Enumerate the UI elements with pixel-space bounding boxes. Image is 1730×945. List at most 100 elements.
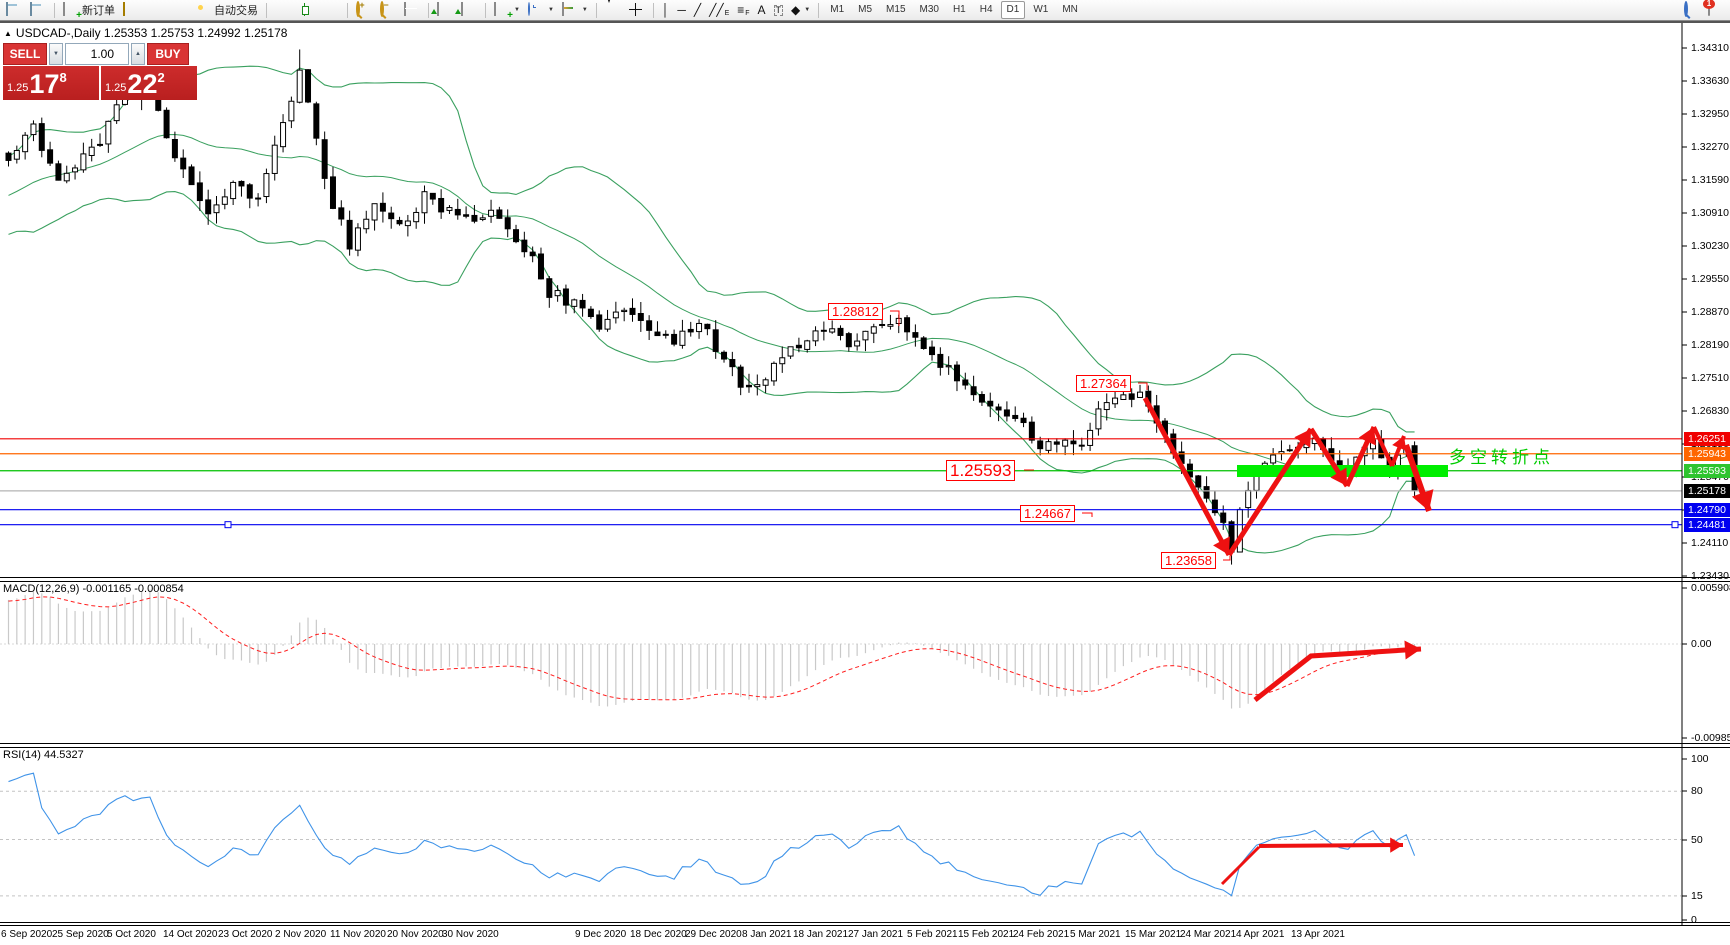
arrow-head — [1213, 536, 1230, 555]
main-trend-arrow[interactable] — [1372, 426, 1394, 467]
macd-tick: 0.00 — [1691, 638, 1712, 650]
bollinger-bands — [8, 65, 1415, 554]
channel-tool-button[interactable]: ╱╱ E — [709, 3, 730, 17]
chart-price-label[interactable]: 1.27364 — [1076, 375, 1131, 392]
sell-price-display[interactable]: 1.25 17 8 — [3, 66, 99, 100]
toolbar-separator — [347, 2, 348, 18]
line-chart-button[interactable] — [320, 1, 342, 19]
price-tick: 1.30910 — [1691, 207, 1729, 219]
templates-button[interactable]: ▼ — [559, 1, 591, 19]
shapes-tool-button[interactable]: ◆ ▼ — [788, 1, 813, 19]
toolbar-separator — [485, 2, 486, 18]
price-tick: 1.33630 — [1691, 75, 1729, 87]
horizontal-lines[interactable] — [0, 438, 1682, 529]
main-trend-arrow[interactable] — [1226, 427, 1314, 557]
arrow-head — [1404, 640, 1421, 660]
fibonacci-tool-button[interactable]: ≡ F — [737, 3, 750, 17]
chart-shift-button[interactable] — [458, 1, 480, 19]
date-label: 8 Jan 2021 — [742, 929, 792, 940]
chart-price-label[interactable]: 1.25593 — [946, 460, 1016, 481]
line-handle[interactable] — [1671, 521, 1679, 529]
tile-windows-icon — [404, 2, 420, 17]
price-tick: 1.29550 — [1691, 273, 1729, 285]
one-click-trading-panel: SELL ▼ ▲ BUY 1.25 17 8 1.25 22 2 — [3, 43, 197, 100]
line-handle[interactable] — [224, 521, 232, 529]
notifications-button[interactable]: 1 — [1703, 0, 1727, 19]
main-trend-arrow[interactable] — [1142, 396, 1232, 557]
signal-button[interactable] — [168, 1, 190, 19]
tile-windows-button[interactable] — [401, 1, 423, 19]
search-button[interactable] — [1681, 1, 1703, 19]
horizontal-line-tool-button[interactable]: ─ — [674, 1, 689, 19]
vertical-line-tool-button[interactable]: │ — [659, 1, 673, 19]
label-tool-button[interactable]: T — [771, 1, 787, 19]
text-icon: A — [757, 3, 766, 17]
candle-chart-button[interactable] — [296, 1, 318, 19]
channel-icon: ╱╱ — [709, 3, 724, 17]
arrow-head — [1392, 436, 1407, 451]
community-button[interactable] — [144, 1, 166, 19]
price-tick: 1.30230 — [1691, 240, 1729, 252]
text-tool-button[interactable]: A — [755, 1, 769, 19]
date-label: 18 Jan 2021 — [793, 929, 849, 940]
tab-timeframe-d1[interactable]: D1 — [1000, 1, 1026, 19]
zoom-in-icon: + — [356, 0, 372, 17]
date-label: 18 Dec 2020 — [630, 929, 687, 940]
pane-frame — [0, 21, 1730, 926]
drawn-annotations[interactable] — [890, 310, 1448, 886]
new-order-button[interactable]: + 新订单 — [60, 1, 118, 21]
chevron-down-icon: ▼ — [514, 7, 520, 13]
tab-timeframe-h4[interactable]: H4 — [979, 4, 993, 15]
auto-scroll-button[interactable] — [434, 1, 456, 19]
zoom-in-button[interactable]: + — [353, 0, 375, 19]
sell-button[interactable]: SELL — [3, 43, 47, 65]
chart-window-button[interactable] — [3, 1, 25, 19]
date-label: 27 Jan 2021 — [848, 929, 904, 940]
notification-badge: 1 — [1703, 0, 1715, 9]
rsi-trend-arrow[interactable] — [1220, 845, 1261, 886]
collapse-arrow-icon[interactable]: ▲ — [4, 28, 12, 38]
tab-timeframe-m1[interactable]: M1 — [830, 4, 845, 15]
tab-timeframe-w1[interactable]: W1 — [1033, 4, 1049, 15]
buy-button[interactable]: BUY — [147, 43, 189, 65]
zoom-out-button[interactable]: − — [377, 0, 399, 19]
cursor-tool-button[interactable] — [602, 0, 624, 19]
indicators-button[interactable]: + ▼ — [491, 1, 523, 21]
tab-timeframe-h1[interactable]: H1 — [952, 4, 966, 15]
tab-timeframe-mn[interactable]: MN — [1062, 4, 1078, 15]
volume-increase-button[interactable]: ▲ — [131, 43, 145, 65]
crosshair-tool-button[interactable] — [626, 1, 648, 19]
date-label: 30 Nov 2020 — [442, 929, 499, 940]
date-label: 11 Nov 2020 — [330, 929, 386, 940]
deposit-button[interactable] — [120, 1, 142, 19]
rsi-trend-arrow[interactable] — [1258, 843, 1404, 848]
arrow-head — [1330, 467, 1347, 486]
trendline-tool-button[interactable]: ╱ — [691, 1, 704, 19]
volume-input[interactable] — [65, 43, 129, 65]
auto-trading-button[interactable]: 自动交易 — [192, 1, 261, 19]
tab-timeframe-m5[interactable]: M5 — [858, 4, 873, 15]
date-label: 13 Apr 2021 — [1291, 929, 1345, 940]
new-order-icon: + — [63, 2, 82, 21]
chart-price-label[interactable]: 1.24667 — [1020, 505, 1075, 522]
tab-timeframe-m15[interactable]: M15 — [886, 4, 906, 15]
price-tick: 1.32950 — [1691, 108, 1729, 120]
buy-price-display[interactable]: 1.25 22 2 — [101, 66, 197, 100]
chart-price-label[interactable]: 1.23658 — [1161, 552, 1216, 569]
toolbar-separator — [818, 2, 820, 18]
macd-trend-arrow[interactable] — [1253, 646, 1422, 702]
market-watch-button[interactable] — [27, 1, 49, 19]
price-tick: 1.27510 — [1691, 372, 1729, 384]
bar-chart-button[interactable] — [272, 1, 294, 19]
turning-point-annotation[interactable]: 多空转折点 — [1449, 448, 1554, 467]
symbol-header[interactable]: ▲ USDCAD-,Daily 1.25353 1.25753 1.24992 … — [4, 26, 287, 40]
community-icon — [147, 3, 163, 17]
chart-price-label[interactable]: 1.28812 — [828, 303, 883, 320]
trendline-icon: ╱ — [693, 3, 702, 17]
vertical-line-icon: │ — [661, 3, 670, 17]
tab-timeframe-m30[interactable]: M30 — [919, 4, 939, 15]
periods-button[interactable]: ▼ — [525, 1, 557, 19]
volume-decrease-button[interactable]: ▼ — [49, 43, 63, 65]
